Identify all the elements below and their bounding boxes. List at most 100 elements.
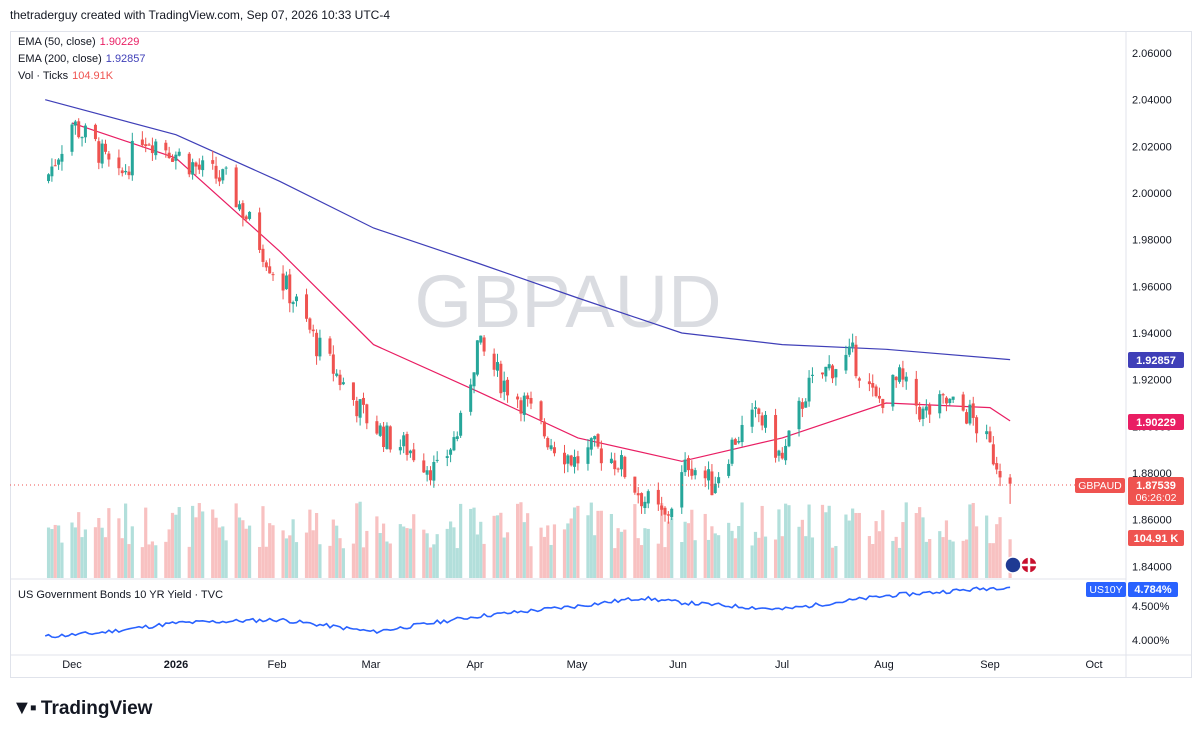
volume-bar (683, 521, 687, 578)
price-tick-label: 2.06000 (1132, 48, 1172, 60)
volume-bar (871, 543, 875, 578)
time-axis[interactable]: Dec 2026 Feb Mar Apr May Jun Jul Aug Sep Oct (62, 659, 1102, 671)
candle-body (619, 455, 623, 470)
legend-ema50[interactable]: EMA (50, close) 1.90229 (18, 34, 139, 50)
volume-bar (492, 515, 496, 578)
candle-body (124, 170, 128, 173)
candle-body (412, 449, 416, 461)
volume-bar (258, 546, 262, 578)
candle-body (951, 396, 955, 400)
candle-body (529, 397, 533, 404)
volume-bar (546, 525, 550, 578)
candle-body (164, 142, 168, 151)
ema-lines (45, 99, 1011, 462)
candle-body (291, 302, 295, 305)
volume-bar (117, 518, 121, 578)
time-axis-label: Dec (62, 659, 82, 671)
au-flag-icon[interactable] (1004, 556, 1022, 574)
volume-bar (435, 534, 439, 578)
volume-bar (941, 537, 945, 578)
volume-bar (609, 513, 614, 578)
candle-body (938, 394, 942, 414)
volume-bar (733, 538, 737, 578)
volume-bar (717, 535, 721, 578)
legend-ema200-value: 1.92857 (105, 53, 146, 65)
price-tick-label: 2.00000 (1132, 188, 1172, 200)
candle-body (201, 160, 205, 171)
candle-body (703, 470, 707, 479)
volume-bar (211, 509, 215, 578)
us10y-line (44, 586, 1011, 639)
lower-pane-title[interactable]: US Government Bonds 10 YR Yield · TVC (18, 587, 223, 603)
price-scale[interactable]: 2.06000 2.04000 2.02000 2.00000 1.98000 1.960… (1132, 48, 1172, 573)
volume-bar (951, 541, 955, 578)
volume-bars (46, 501, 1012, 578)
volume-bar (103, 537, 108, 578)
volume-bar (593, 535, 597, 578)
volume-bar (995, 524, 999, 578)
candle-body (750, 409, 754, 427)
candle-body (636, 493, 640, 496)
volume-bar (646, 528, 650, 578)
candle-body (120, 170, 124, 174)
candle-body (623, 456, 627, 478)
candle-body (311, 329, 315, 332)
ema50-line (71, 122, 1011, 462)
price-tag-bg (1128, 477, 1184, 505)
volume-bar (107, 508, 111, 578)
ema200-line (45, 99, 1011, 361)
candle-body (117, 157, 121, 169)
candle-body (97, 141, 101, 163)
volume-bar (482, 543, 486, 578)
candle-body (566, 455, 570, 464)
volume-bar (633, 504, 637, 578)
volume-bar (586, 515, 590, 578)
candle-body (965, 412, 969, 424)
candle-body (358, 399, 362, 418)
candle-body (904, 376, 908, 382)
volume-bar (328, 545, 332, 578)
candle-body (991, 444, 995, 465)
volume-bar (77, 512, 81, 578)
volume-bar (53, 524, 57, 578)
candle-body (271, 274, 275, 276)
volume-bar (378, 533, 382, 578)
candle-body (526, 395, 530, 400)
candle-body (70, 124, 74, 152)
candle-body (294, 296, 298, 302)
volume-bar (636, 538, 640, 578)
volume-tag: 104.91 K (1134, 533, 1179, 545)
candle-body (995, 463, 999, 470)
volume-bar (847, 520, 851, 578)
volume-bar (904, 502, 908, 578)
legend-ema200[interactable]: EMA (200, close) 1.92857 (18, 51, 146, 67)
volume-bar (50, 529, 54, 578)
volume-bar (991, 543, 995, 578)
volume-bar (921, 517, 925, 578)
candle-body (552, 447, 556, 454)
volume-bar (408, 528, 412, 578)
candle-body (80, 137, 84, 139)
volume-bar (314, 513, 319, 578)
tradingview-logo[interactable]: ▼▪ TradingView (12, 697, 152, 720)
event-flags[interactable] (1004, 556, 1038, 574)
candle-body (305, 294, 309, 319)
time-axis-label: Jul (775, 659, 789, 671)
volume-bar (422, 529, 426, 578)
volume-bar (452, 527, 456, 578)
candle-body (150, 145, 154, 154)
volume-bar (70, 522, 74, 578)
candle-body (382, 426, 386, 448)
volume-bar (562, 529, 567, 578)
candle-body (914, 378, 918, 406)
time-axis-label: Mar (362, 659, 381, 671)
chart-frame (10, 31, 1192, 678)
price-tick-label: 1.92000 (1132, 375, 1172, 387)
candle-body (258, 212, 262, 250)
legend-volume[interactable]: Vol · Ticks 104.91K (18, 68, 113, 84)
volume-bar (385, 541, 389, 578)
volume-bar (150, 541, 155, 578)
tradingview-logo-text: TradingView (40, 697, 153, 719)
candle-body (502, 380, 506, 392)
